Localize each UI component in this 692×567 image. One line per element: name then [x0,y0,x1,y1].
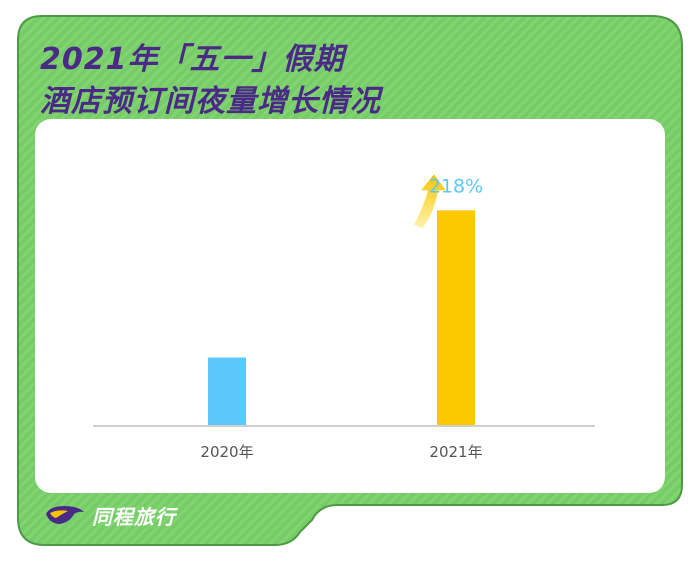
x-tick-label: 2021年 [429,443,482,461]
x-tick-label: 2020年 [200,443,253,461]
brand-name: 同程旅行 [92,504,176,529]
chart-title-line-2: 酒店预订间夜量增长情况 [40,84,381,119]
chart-panel: 2020年 2021年 218% [35,119,665,493]
up-arrow-icon [414,174,446,229]
chart-title-line-1: 2021年「五一」假期 [40,42,345,77]
brand-icon [46,506,84,524]
bar-1 [208,357,246,425]
bar-chart: 2020年 2021年 218% [93,174,595,461]
growth-data-label: 218% [429,175,483,197]
brand-logo: 同程旅行 [44,500,176,530]
bar-2 [437,210,475,425]
